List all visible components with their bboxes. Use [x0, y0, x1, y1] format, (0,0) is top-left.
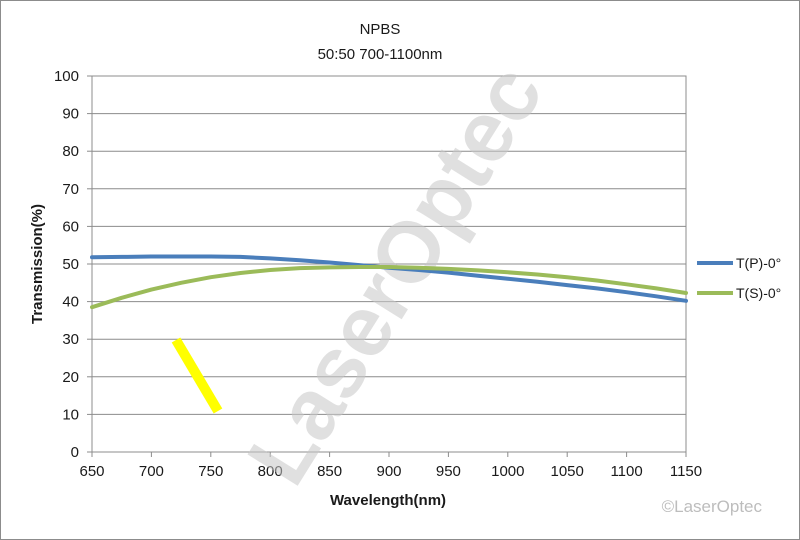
y-tick-label: 70	[62, 181, 79, 198]
x-tick-label: 650	[79, 463, 104, 480]
y-axis-ticks: 0 10 20 30 40 50 60 70 80 90 100	[54, 68, 92, 461]
y-tick-label: 40	[62, 294, 79, 311]
series-layer	[90, 254, 688, 310]
x-tick-label: 1100	[610, 463, 642, 480]
x-tick-label: 1150	[670, 463, 702, 480]
legend: T(P)-0° T(S)-0°	[697, 255, 781, 301]
y-tick-label: 30	[62, 331, 79, 348]
x-tick-label: 950	[436, 463, 461, 480]
chart-subtitle: 50:50 700-1100nm	[318, 46, 443, 63]
x-tick-label: 1050	[551, 463, 584, 480]
grid-lines	[92, 113, 686, 415]
y-tick-label: 10	[62, 406, 79, 423]
y-tick-label: 20	[62, 369, 79, 386]
x-tick-label: 850	[317, 463, 342, 480]
y-tick-label: 60	[62, 218, 79, 235]
y-tick-label: 80	[62, 143, 79, 160]
y-tick-label: 0	[71, 444, 79, 461]
x-tick-label: 700	[139, 463, 164, 480]
y-axis-label: Transmission(%)	[29, 204, 46, 324]
x-tick-label: 1000	[491, 463, 524, 480]
x-tick-label: 800	[258, 463, 283, 480]
x-tick-label: 900	[376, 463, 401, 480]
legend-label: T(S)-0°	[736, 285, 781, 301]
series-line-2	[90, 265, 688, 310]
chart-title: NPBS	[360, 21, 401, 38]
highlight-mark	[171, 337, 223, 414]
y-tick-label: 50	[62, 256, 79, 273]
legend-label: T(P)-0°	[736, 255, 781, 271]
y-tick-label: 100	[54, 68, 79, 85]
x-axis-label: Wavelength(nm)	[330, 492, 446, 509]
y-tick-label: 90	[62, 106, 79, 123]
x-axis-ticks: 650 700 750 800 850 900 950 1000 1050 1100 1150	[79, 452, 702, 480]
copyright-text: ©LaserOptec	[662, 497, 763, 516]
watermark: LaserOptec	[229, 49, 561, 501]
x-tick-label: 750	[198, 463, 223, 480]
